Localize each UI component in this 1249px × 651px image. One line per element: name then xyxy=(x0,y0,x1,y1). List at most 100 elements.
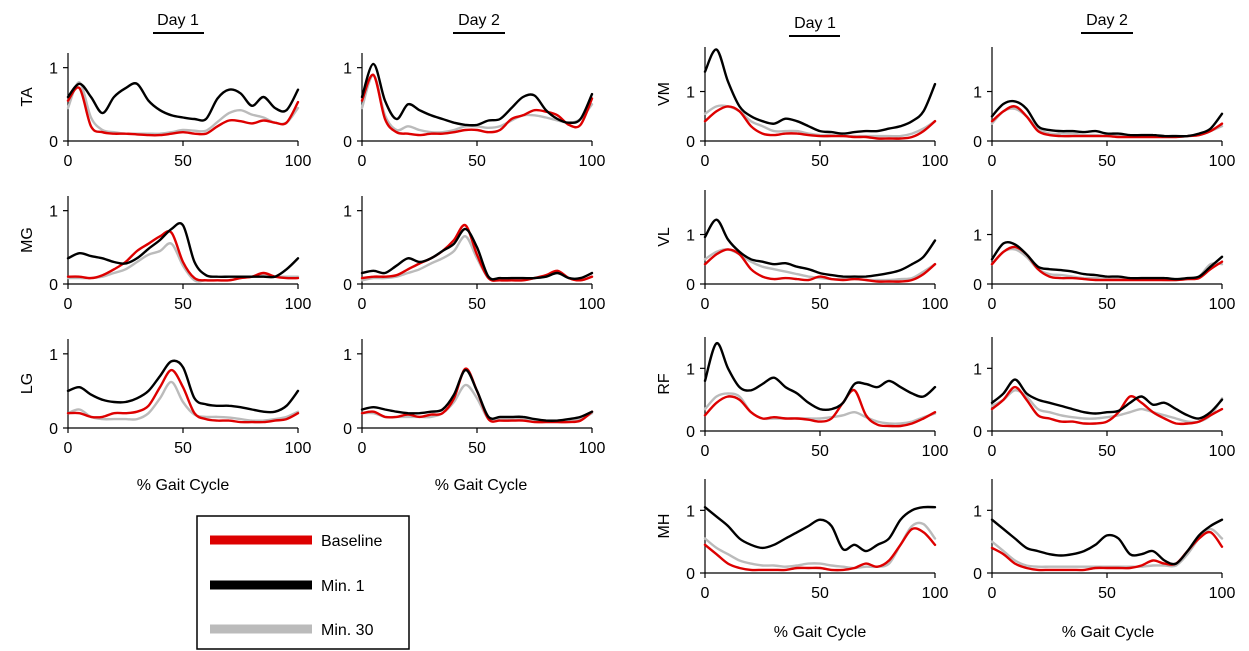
y-tick-label-mh-day1: 0 xyxy=(686,566,695,583)
y-tick-label-rf-day1: 1 xyxy=(686,361,695,378)
series-line-min30-lg-day1 xyxy=(66,380,300,422)
muscle-label-vl: VL xyxy=(656,227,673,247)
y-tick-label-vm-day1: 1 xyxy=(686,85,695,102)
y-tick-label-mh-day2: 0 xyxy=(973,566,982,583)
x-tick-label-vm-day2: 100 xyxy=(1209,153,1236,170)
series-line-min1-ta-day2 xyxy=(360,62,594,127)
x-tick-label-lg-day2: 50 xyxy=(468,440,486,457)
panel-vm-day2: 0 1 0 50 100 xyxy=(973,47,1235,170)
muscle-label-ta: TA xyxy=(19,87,36,107)
panel-mg-day1: 0 1 0 50 100 MG xyxy=(19,196,311,313)
x-tick-label-ta-day2: 100 xyxy=(579,153,606,170)
x-tick-label-mh-day2: 0 xyxy=(988,585,997,602)
series-line-min1-vm-day1 xyxy=(703,48,937,135)
muscle-label-mh: MH xyxy=(656,514,673,539)
y-tick-label-ta-day2: 1 xyxy=(343,61,352,78)
series-line-min1-mh-day1 xyxy=(703,505,937,553)
series-line-min30-vm-day2 xyxy=(990,107,1224,138)
series-line-min30-ta-day1 xyxy=(66,81,300,135)
series-line-baseline-vl-day1 xyxy=(703,248,937,283)
x-tick-label-ta-day1: 100 xyxy=(285,153,312,170)
x-axis-label-right-day2: % Gait Cycle xyxy=(1062,624,1155,641)
series-line-min1-rf-day1 xyxy=(703,342,937,412)
x-tick-label-ta-day2: 50 xyxy=(468,153,486,170)
x-tick-label-vl-day2: 50 xyxy=(1098,296,1116,313)
series-line-min1-mg-day1 xyxy=(66,222,300,279)
series-line-min1-vl-day2 xyxy=(990,240,1224,281)
panel-mh-day1: 0 1 0 50 100 MH xyxy=(656,479,948,602)
x-tick-label-vl-day2: 100 xyxy=(1209,296,1236,313)
muscle-label-rf: RF xyxy=(656,373,673,395)
x-tick-label-ta-day1: 50 xyxy=(174,153,192,170)
y-tick-label-lg-day2: 1 xyxy=(343,347,352,364)
column-header-left-day1: Day 1 xyxy=(157,12,199,29)
y-tick-label-vm-day2: 0 xyxy=(973,134,982,151)
x-tick-label-vl-day1: 0 xyxy=(701,296,710,313)
x-tick-label-vm-day1: 0 xyxy=(701,153,710,170)
series-line-baseline-ta-day2 xyxy=(360,73,594,137)
legend-label-baseline: Baseline xyxy=(321,533,382,550)
x-tick-label-lg-day2: 0 xyxy=(358,440,367,457)
y-tick-label-ta-day2: 0 xyxy=(343,134,352,151)
x-tick-label-mg-day1: 100 xyxy=(285,296,312,313)
legend-label-min30: Min. 30 xyxy=(321,622,374,639)
column-header-right-day2: Day 2 xyxy=(1086,12,1128,29)
x-tick-label-mh-day2: 100 xyxy=(1209,585,1236,602)
series-line-min30-mg-day1 xyxy=(66,242,300,283)
x-tick-label-rf-day1: 100 xyxy=(922,443,949,460)
y-tick-label-ta-day1: 0 xyxy=(49,134,58,151)
legend: Baseline Min. 1 Min. 30 xyxy=(196,515,410,650)
y-tick-label-mh-day1: 1 xyxy=(686,503,695,520)
series-line-min1-mg-day2 xyxy=(360,227,594,281)
series-line-baseline-mh-day1 xyxy=(703,527,937,572)
panel-rf-day2: 0 1 0 50 100 xyxy=(973,337,1235,460)
x-tick-label-mh-day1: 100 xyxy=(922,585,949,602)
x-tick-label-lg-day1: 0 xyxy=(64,440,73,457)
x-tick-label-mh-day1: 0 xyxy=(701,585,710,602)
series-line-baseline-mg-day1 xyxy=(66,230,300,282)
series-line-baseline-rf-day2 xyxy=(990,385,1224,426)
series-line-baseline-vm-day1 xyxy=(703,105,937,140)
panel-ta-day2: 0 1 0 50 100 xyxy=(343,53,605,170)
series-line-min30-mh-day2 xyxy=(990,527,1224,568)
y-tick-label-vl-day1: 0 xyxy=(686,277,695,294)
series-line-baseline-ta-day1 xyxy=(66,86,300,137)
panel-vl-day2: 0 1 0 50 100 xyxy=(973,190,1235,313)
x-tick-label-rf-day2: 50 xyxy=(1098,443,1116,460)
y-tick-label-mg-day2: 0 xyxy=(343,277,352,294)
x-axis-label-left-day2: % Gait Cycle xyxy=(435,477,528,494)
panel-lg-day1: 0 1 0 50 100 LG xyxy=(19,339,311,457)
series-line-baseline-vl-day2 xyxy=(990,245,1224,282)
panel-lg-day2: 0 1 0 50 100 xyxy=(343,339,605,457)
y-tick-label-vl-day2: 1 xyxy=(973,228,982,245)
y-tick-label-mg-day1: 0 xyxy=(49,277,58,294)
series-line-baseline-mg-day2 xyxy=(360,223,594,282)
y-tick-label-mg-day1: 1 xyxy=(49,204,58,221)
series-line-baseline-lg-day1 xyxy=(66,368,300,424)
y-tick-label-lg-day1: 0 xyxy=(49,421,58,438)
series-line-min1-vl-day1 xyxy=(703,218,937,278)
panel-ta-day1: 0 1 0 50 100 TA xyxy=(19,53,311,170)
muscle-label-mg: MG xyxy=(19,227,36,253)
panel-mg-day2: 0 1 0 50 100 xyxy=(343,196,605,313)
series-line-min30-rf-day2 xyxy=(990,389,1224,424)
y-tick-label-lg-day1: 1 xyxy=(49,347,58,364)
series-line-min1-mh-day2 xyxy=(990,518,1224,566)
x-tick-label-vm-day1: 100 xyxy=(922,153,949,170)
y-tick-label-vl-day2: 0 xyxy=(973,277,982,294)
x-axis-label-right-day1: % Gait Cycle xyxy=(774,624,867,641)
x-tick-label-rf-day1: 50 xyxy=(811,443,829,460)
x-tick-label-mg-day2: 50 xyxy=(468,296,486,313)
series-line-min1-vm-day2 xyxy=(990,99,1224,138)
column-header-right-day1: Day 1 xyxy=(794,15,836,32)
x-tick-label-lg-day1: 100 xyxy=(285,440,312,457)
x-tick-label-vm-day2: 50 xyxy=(1098,153,1116,170)
x-tick-label-rf-day1: 0 xyxy=(701,443,710,460)
x-tick-label-vl-day1: 50 xyxy=(811,296,829,313)
series-line-min1-lg-day1 xyxy=(66,359,300,414)
x-tick-label-mh-day1: 50 xyxy=(811,585,829,602)
series-line-min30-ta-day2 xyxy=(360,73,594,134)
panel-mh-day2: 0 1 0 50 100 xyxy=(973,479,1235,602)
